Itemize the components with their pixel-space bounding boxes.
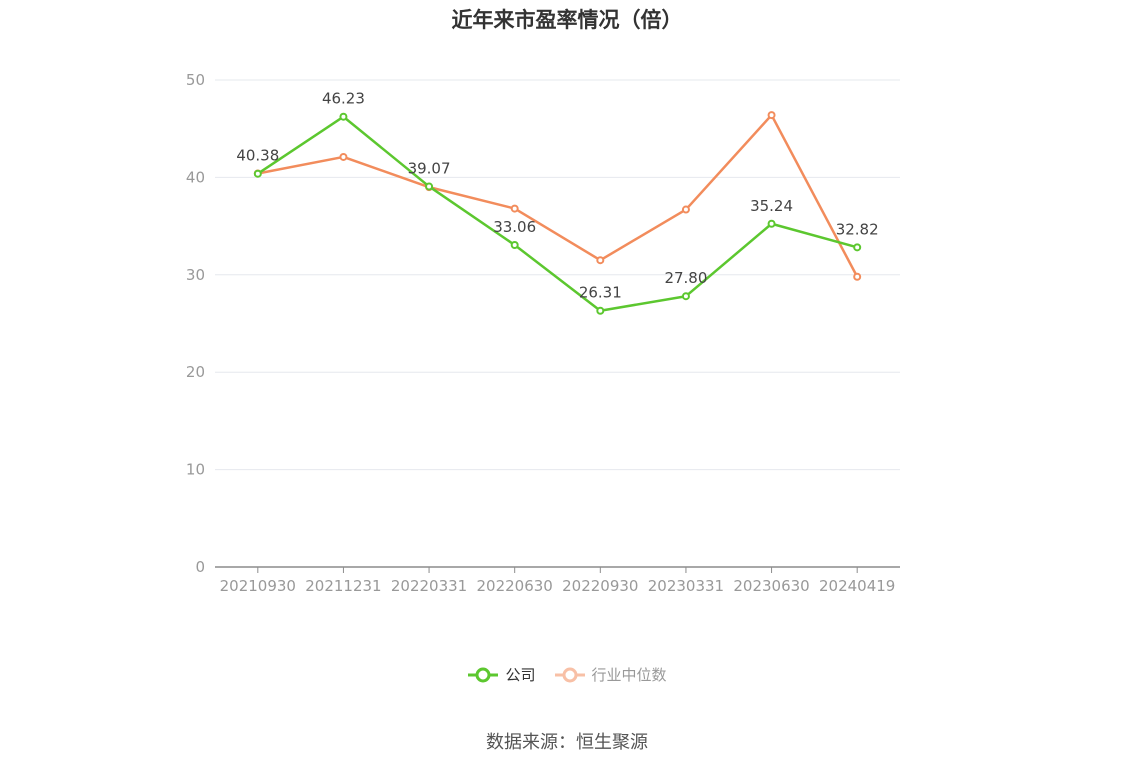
legend: 公司 行业中位数 — [0, 664, 1134, 685]
grid-lines — [215, 79, 900, 471]
chart-title: 近年来市盈率情况（倍） — [451, 8, 683, 32]
data-point[interactable] — [853, 243, 862, 252]
legend-item-industry-median[interactable]: 行业中位数 — [554, 664, 667, 685]
series-line-company — [257, 115, 858, 312]
data-point[interactable] — [596, 306, 605, 315]
y-tick-label: 0 — [195, 558, 205, 576]
x-tick-label: 20220331 — [391, 577, 467, 595]
y-tick-label: 20 — [186, 363, 205, 381]
legend-company-label: 公司 — [505, 666, 536, 684]
data-point[interactable] — [767, 219, 776, 228]
series-lines — [253, 111, 862, 315]
x-tick-label: 20230331 — [648, 577, 724, 595]
y-tick-label: 30 — [186, 266, 205, 284]
y-tick-label: 50 — [186, 71, 205, 89]
data-label: 26.31 — [579, 284, 622, 302]
y-tick-label: 40 — [186, 168, 205, 186]
data-point[interactable] — [510, 240, 519, 249]
x-tick-label: 20230630 — [733, 577, 809, 595]
data-label: 32.82 — [836, 220, 879, 238]
legend-item-company[interactable]: 公司 — [467, 664, 536, 685]
data-point[interactable] — [681, 205, 690, 214]
data-label: 33.06 — [493, 218, 536, 236]
data-label: 46.23 — [322, 90, 365, 108]
x-tick-label: 20220930 — [562, 577, 638, 595]
data-point[interactable] — [681, 292, 690, 301]
data-point[interactable] — [253, 169, 262, 178]
data-label: 40.38 — [236, 147, 279, 165]
axes: 0 10 20 30 40 50 20210930 20211231 20220331 20220… — [186, 71, 900, 595]
legend-industry-label: 行业中位数 — [591, 666, 667, 684]
data-point[interactable] — [425, 182, 434, 191]
legend-industry-icon — [554, 667, 585, 682]
y-tick-label: 10 — [186, 461, 205, 479]
data-label: 27.80 — [664, 269, 707, 287]
data-point[interactable] — [339, 112, 348, 121]
x-tick-label: 20240419 — [819, 577, 895, 595]
x-tick-label: 20210930 — [220, 577, 296, 595]
x-tick-label: 20220630 — [477, 577, 553, 595]
data-point[interactable] — [853, 272, 862, 281]
data-label: 35.24 — [750, 197, 793, 215]
data-labels: 40.38 46.23 39.07 33.06 26.31 27.80 35.24 32.82 — [236, 90, 878, 302]
legend-company-icon — [468, 667, 499, 682]
data-point[interactable] — [596, 256, 605, 265]
data-point[interactable] — [767, 111, 776, 120]
data-source-note: 数据来源：恒生聚源 — [486, 732, 648, 753]
series-line-industry-median — [257, 113, 859, 278]
data-point[interactable] — [510, 204, 519, 213]
data-label: 39.07 — [408, 159, 451, 177]
data-point[interactable] — [339, 152, 348, 161]
x-tick-label: 20211231 — [305, 577, 381, 595]
